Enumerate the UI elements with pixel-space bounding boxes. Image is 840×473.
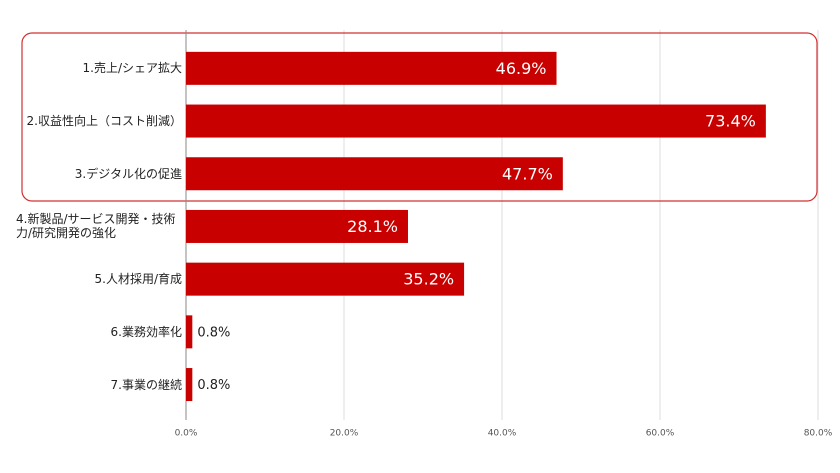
x-tick-label: 80.0% — [804, 429, 833, 439]
category-text: 5.人材採用/育成 — [94, 272, 183, 287]
bar — [186, 104, 766, 138]
value-label: 0.8% — [197, 378, 230, 393]
x-tick-label: 60.0% — [646, 429, 675, 439]
bar — [186, 51, 557, 85]
bar — [186, 157, 563, 191]
category-label: 1.売上/シェア拡大 — [16, 42, 183, 95]
category-label: 3.デジタル化の促進 — [16, 147, 182, 200]
value-label: 46.9% — [496, 59, 547, 78]
x-tick-label: 0.0% — [175, 429, 198, 439]
bar — [186, 368, 193, 402]
category-text: 4.新製品/サービス開発・技術力/研究開発の強化 — [16, 212, 176, 241]
category-text: 7.事業の継続 — [110, 377, 182, 392]
value-label: 47.7% — [502, 164, 553, 183]
category-text: 1.売上/シェア拡大 — [82, 61, 183, 76]
bar — [186, 262, 465, 296]
category-label: 4.新製品/サービス開発・技術力/研究開発の強化 — [16, 200, 182, 253]
bar — [186, 209, 408, 243]
bar — [186, 315, 193, 349]
highlight-box — [21, 32, 818, 202]
value-label: 0.8% — [197, 325, 230, 340]
x-tick-label: 20.0% — [330, 429, 359, 439]
category-text: 3.デジタル化の促進 — [74, 166, 182, 181]
category-label: 7.事業の継続 — [16, 358, 182, 411]
category-text: 6.業務効率化 — [110, 324, 182, 339]
category-label: 6.業務効率化 — [16, 306, 182, 359]
x-tick-label: 40.0% — [488, 429, 517, 439]
category-label: 2.収益性向上（コスト削減） — [16, 95, 182, 148]
value-label: 35.2% — [403, 270, 454, 289]
value-label: 73.4% — [705, 112, 756, 131]
category-label: 5.人材採用/育成 — [16, 253, 183, 306]
category-text: 2.収益性向上（コスト削減） — [26, 114, 182, 129]
value-label: 28.1% — [347, 217, 398, 236]
